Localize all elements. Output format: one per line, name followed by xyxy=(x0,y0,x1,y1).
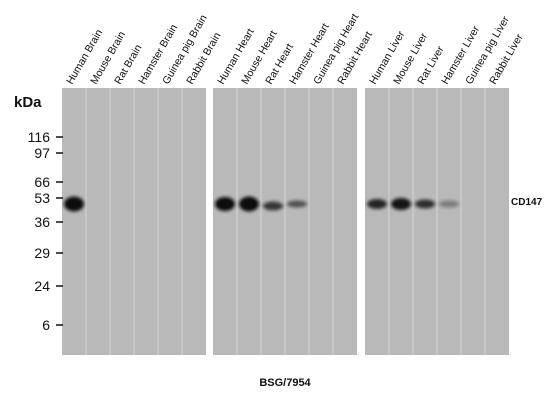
marker-label: 53 xyxy=(34,190,50,206)
marker-label: 116 xyxy=(28,129,51,145)
protein-band xyxy=(439,200,459,208)
footer-label: BSG/7954 xyxy=(259,377,311,389)
protein-band xyxy=(239,196,259,212)
protein-band xyxy=(367,199,387,209)
protein-band xyxy=(215,197,235,211)
marker-label: 29 xyxy=(34,245,50,261)
protein-band xyxy=(263,201,283,211)
protein-band xyxy=(287,200,307,208)
marker-label: 66 xyxy=(34,174,50,190)
protein-band xyxy=(64,196,84,212)
protein-band xyxy=(391,198,411,210)
marker-label: 97 xyxy=(34,145,50,161)
marker-label: 24 xyxy=(34,278,50,294)
target-label: CD147 xyxy=(511,197,543,208)
marker-label: 6 xyxy=(42,317,50,333)
protein-band xyxy=(415,199,435,209)
unit-label: kDa xyxy=(14,94,42,111)
marker-label: 36 xyxy=(34,214,50,230)
